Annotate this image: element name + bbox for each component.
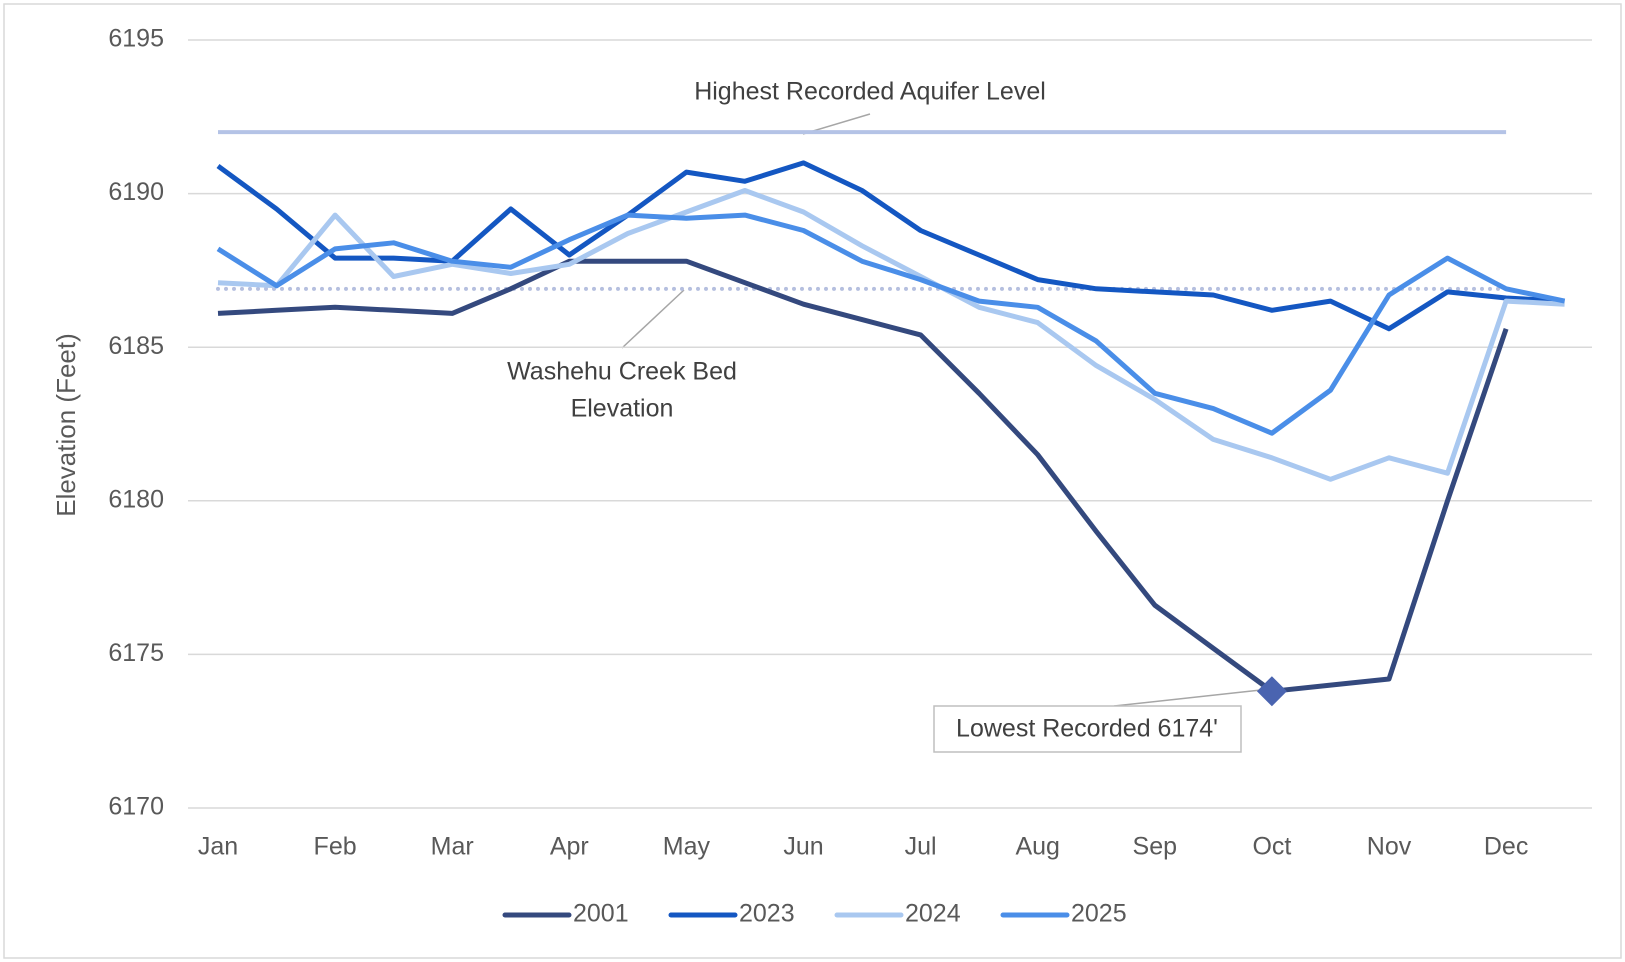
y-tick-label: 6170: [108, 793, 164, 821]
series-line: [216, 212, 1566, 436]
x-tick-label: Apr: [550, 833, 589, 861]
x-tick-label: Mar: [431, 833, 474, 861]
legend-label: 2001: [573, 900, 629, 928]
marker: [1256, 676, 1287, 707]
y-tick-label: 6190: [108, 178, 164, 206]
legend-label: 2024: [905, 900, 961, 928]
x-tick-label: May: [663, 833, 711, 861]
x-tick-label: Jun: [783, 833, 823, 861]
series-line: [217, 188, 1565, 482]
leader-line: [621, 289, 685, 349]
annotation: Highest Recorded Aquifer Level: [694, 78, 1046, 106]
x-tick-label: Sep: [1133, 833, 1177, 861]
x-tick-label: Aug: [1015, 833, 1059, 861]
y-tick-label: 6175: [108, 639, 164, 667]
series-line: [217, 258, 1509, 694]
x-tick-label: Feb: [314, 833, 357, 861]
legend-label: 2023: [739, 900, 795, 928]
leader-line: [1113, 688, 1271, 707]
chart-frame: [3, 3, 1622, 959]
x-tick-label: Jan: [198, 833, 238, 861]
x-tick-label: Oct: [1252, 833, 1291, 861]
x-tick-label: Jul: [905, 833, 937, 861]
annotation-box: [933, 705, 1242, 753]
y-tick-label: 6185: [108, 332, 164, 360]
y-tick-label: 6180: [108, 485, 164, 513]
y-axis-title: Elevation (Feet): [51, 333, 81, 517]
x-tick-label: Nov: [1367, 833, 1412, 861]
legend-label: 2025: [1071, 900, 1127, 928]
annotation: Washehu Creek Bed: [507, 358, 737, 386]
x-tick-label: Dec: [1484, 833, 1528, 861]
y-tick-label: 6195: [108, 25, 164, 53]
annotation: Lowest Recorded 6174': [956, 715, 1218, 743]
annotation: Elevation: [571, 395, 674, 423]
